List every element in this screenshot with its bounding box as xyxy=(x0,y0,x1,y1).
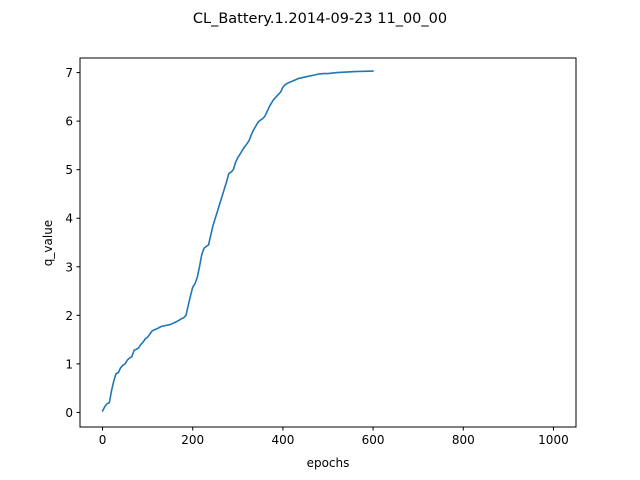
x-tick-label: 400 xyxy=(271,433,294,447)
x-tick-label: 200 xyxy=(181,433,204,447)
y-tick-label: 1 xyxy=(65,357,73,371)
y-axis: 0 1 2 3 4 5 6 7 xyxy=(65,66,80,420)
y-tick-label: 0 xyxy=(65,406,73,420)
y-tick-label: 4 xyxy=(65,212,73,226)
y-axis-label: q_value xyxy=(41,220,55,266)
y-tick-label: 7 xyxy=(65,66,73,80)
x-tick-label: 800 xyxy=(452,433,475,447)
series-layer xyxy=(101,70,374,412)
x-axis: 0 200 400 600 800 1000 xyxy=(99,427,569,447)
x-tick-label: 0 xyxy=(99,433,107,447)
chart-title: CL_Battery.1.2014-09-23 11_00_00 xyxy=(193,11,447,27)
plot-frame xyxy=(79,57,577,428)
x-tick-label: 1000 xyxy=(538,433,569,447)
y-tick-label: 2 xyxy=(65,309,73,323)
series-line-q-value xyxy=(101,70,374,412)
y-tick-label: 3 xyxy=(65,260,73,274)
y-tick-label: 5 xyxy=(65,163,73,177)
y-tick-label: 6 xyxy=(65,115,73,129)
x-axis-label: epochs xyxy=(307,456,350,470)
x-tick-label: 600 xyxy=(362,433,385,447)
